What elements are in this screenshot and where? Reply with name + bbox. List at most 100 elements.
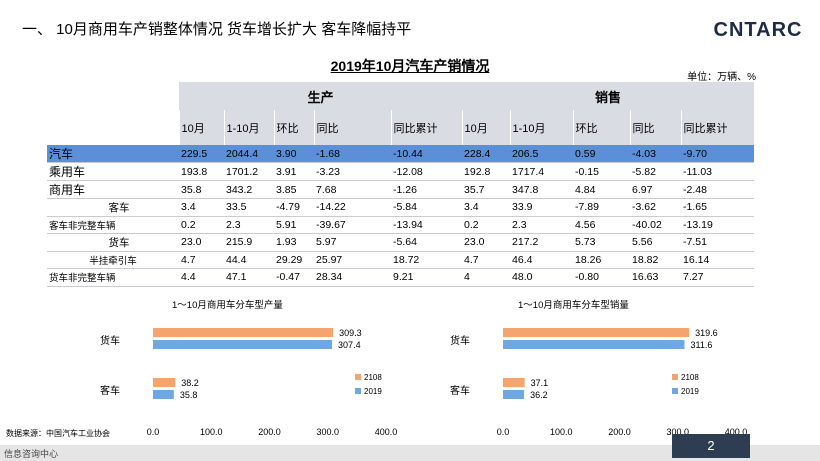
x-tick-label: 400.0 <box>375 427 398 437</box>
table-cell: 5.73 <box>573 233 631 252</box>
table-cell: 1717.4 <box>510 162 574 181</box>
slide-title: 一、 10月商用车产销整体情况 货车增长扩大 客车降幅持平 <box>22 21 412 38</box>
table-cell: 347.8 <box>510 180 574 199</box>
table-cell: -10.44 <box>391 145 463 163</box>
table-cell: 0.59 <box>573 145 631 163</box>
production-chart-title: 1～10月商用车分车型产量 <box>172 300 283 311</box>
row-label: 汽车 <box>47 145 179 163</box>
table-cell: 228.4 <box>462 145 511 163</box>
column-header: 1-10月 <box>223 110 274 145</box>
table-cell: -3.23 <box>314 162 391 181</box>
table-cell: -5.64 <box>391 233 463 252</box>
table-cell: 33.9 <box>510 198 574 217</box>
table-cell: 28.34 <box>314 268 391 287</box>
table-row: 货车 23.0 215.9 1.93 5.97 -5.64 23.0 217.2 5.73 5.5… <box>47 233 755 252</box>
table-cell: 343.2 <box>224 180 274 199</box>
table-cell: -14.22 <box>314 198 391 217</box>
table-cell: 206.5 <box>510 145 574 163</box>
table-cell: -4.03 <box>630 145 682 163</box>
table-cell: -1.26 <box>391 180 463 199</box>
column-header: 同比 <box>313 110 391 145</box>
table-cell: -40.02 <box>630 216 682 234</box>
table-cell: -12.08 <box>391 162 463 181</box>
source-note: 数据来源：中国汽车工业协会 <box>6 429 110 438</box>
x-tick-label: 200.0 <box>608 427 631 437</box>
table-row: 客车 3.4 33.5 -4.79 -14.22 -5.84 3.4 33.9 -7.89 -3.… <box>47 198 755 217</box>
data-label: 307.4 <box>338 340 361 350</box>
x-tick-label: 400.0 <box>725 427 748 437</box>
table-row: 汽车 229.5 2044.4 3.90 -1.68 -10.44 228.4 206.5 0.… <box>47 145 755 163</box>
sales-bar-chart: 货车 319.6 311.6 客车 37.1 36.2 0.0 100.0 200.0 300.0… <box>450 328 748 437</box>
x-tick-label: 100.0 <box>200 427 223 437</box>
header-corner <box>47 82 179 110</box>
table-cell: -4.79 <box>274 198 314 217</box>
bar-bus-2019 <box>153 390 174 399</box>
data-label: 309.3 <box>339 328 362 338</box>
row-label: 乘用车 <box>47 162 179 181</box>
x-tick-label: 200.0 <box>258 427 281 437</box>
table-title-text: 2019年10月汽车产销情况 <box>330 58 490 74</box>
legend-label: 2108 <box>681 373 699 382</box>
table-row: 货车非完整车辆 4.4 47.1 -0.47 28.34 9.21 4 48.0 -0.80 16… <box>47 268 755 287</box>
table-cell: 2.3 <box>224 216 274 234</box>
data-label: 37.1 <box>531 378 549 388</box>
table-cell: 48.0 <box>510 268 574 287</box>
table-cell: -5.82 <box>630 162 682 181</box>
data-label: 311.6 <box>691 340 713 350</box>
category-label: 客车 <box>450 384 470 397</box>
x-tick-label: 100.0 <box>550 427 573 437</box>
table-row: 半挂牵引车 4.7 44.4 29.29 25.97 18.72 4.7 46.4 18.26 1… <box>47 251 755 269</box>
table-row: 商用车 35.8 343.2 3.85 7.68 -1.26 35.7 347.8 4.84 6.… <box>47 180 755 199</box>
column-header: 10月 <box>178 110 224 145</box>
data-label: 35.8 <box>180 390 198 400</box>
footer-bar <box>0 445 820 461</box>
legend-label: 2019 <box>364 387 382 396</box>
table-cell: 217.2 <box>510 233 574 252</box>
table-row: 客车非完整车辆 0.2 2.3 5.91 -39.67 -13.94 0.2 2.3 4.56-… <box>47 216 755 234</box>
table-cell: -13.94 <box>391 216 463 234</box>
footer-text: 信息咨询中心 <box>4 449 59 459</box>
table-cell: 16.63 <box>630 268 682 287</box>
table-cell: 3.4 <box>179 198 224 217</box>
column-header: 1-10月 <box>509 110 574 145</box>
table-cell: 4.56 <box>573 216 631 234</box>
table-cell: 6.97 <box>630 180 682 199</box>
legend-swatch <box>355 388 361 394</box>
table-cell: 0.2 <box>462 216 511 234</box>
group-header-sales: 销售 <box>462 82 755 110</box>
table-cell: 229.5 <box>179 145 224 163</box>
legend-swatch <box>672 388 678 394</box>
table-cell: 215.9 <box>224 233 274 252</box>
table-cell: 3.85 <box>274 180 314 199</box>
group-header-production: 生产 <box>179 82 463 110</box>
header-corner-2 <box>47 110 179 145</box>
category-label: 货车 <box>100 334 120 347</box>
data-label: 319.6 <box>695 328 718 338</box>
table-cell: 35.7 <box>462 180 511 199</box>
table-cell: -39.67 <box>314 216 391 234</box>
bar-truck-2108 <box>153 328 334 337</box>
table-title: 2019年10月汽车产销情况 <box>0 56 820 76</box>
x-tick-label: 300.0 <box>316 427 339 437</box>
table-cell: 3.90 <box>274 145 314 163</box>
bar-truck-2019 <box>503 340 685 349</box>
legend-label: 2019 <box>681 387 699 396</box>
table-cell: 7.27 <box>681 268 755 287</box>
table-cell: 3.91 <box>274 162 314 181</box>
legend-swatch <box>672 374 678 380</box>
table-cell: 7.68 <box>314 180 391 199</box>
column-header: 同比 <box>629 110 682 145</box>
bar-bus-2019 <box>503 390 525 399</box>
column-header: 环比 <box>572 110 631 145</box>
row-label: 客车 <box>47 198 179 217</box>
page-number: 2 <box>672 434 750 458</box>
production-bar-chart: 货车 309.3 307.4 客车 38.2 35.8 0.0 100.0 200.0 300.0… <box>100 328 398 437</box>
table-cell: 18.82 <box>630 251 682 269</box>
table-cell: 23.0 <box>179 233 224 252</box>
table-cell: -7.51 <box>681 233 755 252</box>
sales-chart-title: 1～10月商用车分车型销量 <box>518 300 629 311</box>
row-label: 货车非完整车辆 <box>47 268 179 287</box>
table-cell: 5.91 <box>274 216 314 234</box>
table-cell: 0.2 <box>179 216 224 234</box>
table-cell: 16.14 <box>681 251 755 269</box>
